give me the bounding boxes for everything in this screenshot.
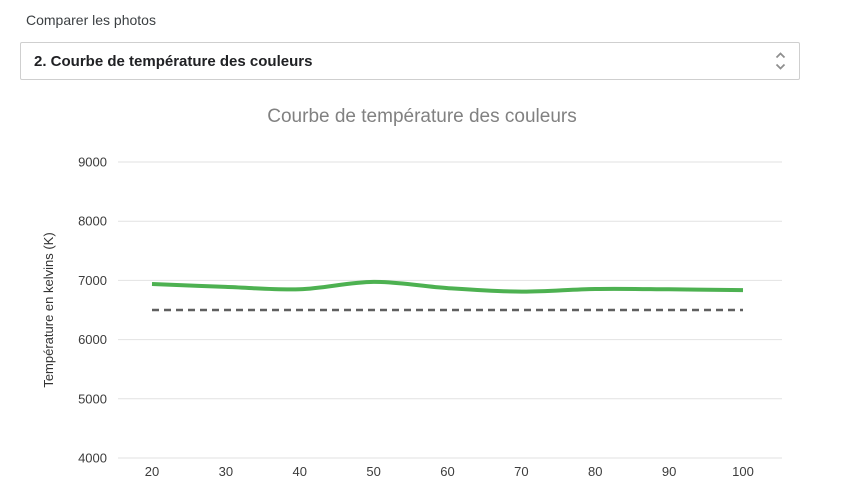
x-tick-label-20: 20 [145, 464, 159, 479]
x-tick-label-90: 90 [662, 464, 676, 479]
x-tick-label-60: 60 [440, 464, 454, 479]
x-tick-label-40: 40 [293, 464, 307, 479]
color-temperature-chart-canvas[interactable]: 4000 5000 6000 7000 8000 9000 20 30 40 50 60 70 80 90… [0, 140, 844, 491]
x-tick-label-80: 80 [588, 464, 602, 479]
chart-title: Courbe de température des couleurs [267, 106, 577, 127]
chevron-up-down-icon [774, 50, 787, 72]
y-tick-label-5000: 5000 [78, 391, 107, 406]
y-tick-label-7000: 7000 [78, 273, 107, 288]
y-axis-title: Température en kelvins (K) [41, 232, 56, 387]
y-tick-label-8000: 8000 [78, 214, 107, 229]
y-tick-label-4000: 4000 [78, 451, 107, 466]
comparison-select-value: 2. Courbe de température des couleurs [34, 52, 313, 70]
y-tick-label-6000: 6000 [78, 332, 107, 347]
x-tick-label-50: 50 [366, 464, 380, 479]
compare-label: Comparer les photos [26, 12, 156, 28]
series-temperature-couleurs-line[interactable] [151, 279, 744, 294]
x-tick-label-100: 100 [732, 464, 754, 479]
x-tick-label-30: 30 [219, 464, 233, 479]
x-tick-label-70: 70 [514, 464, 528, 479]
comparison-select[interactable]: 2. Courbe de température des couleurs [20, 42, 800, 80]
y-tick-label-9000: 9000 [78, 155, 107, 170]
